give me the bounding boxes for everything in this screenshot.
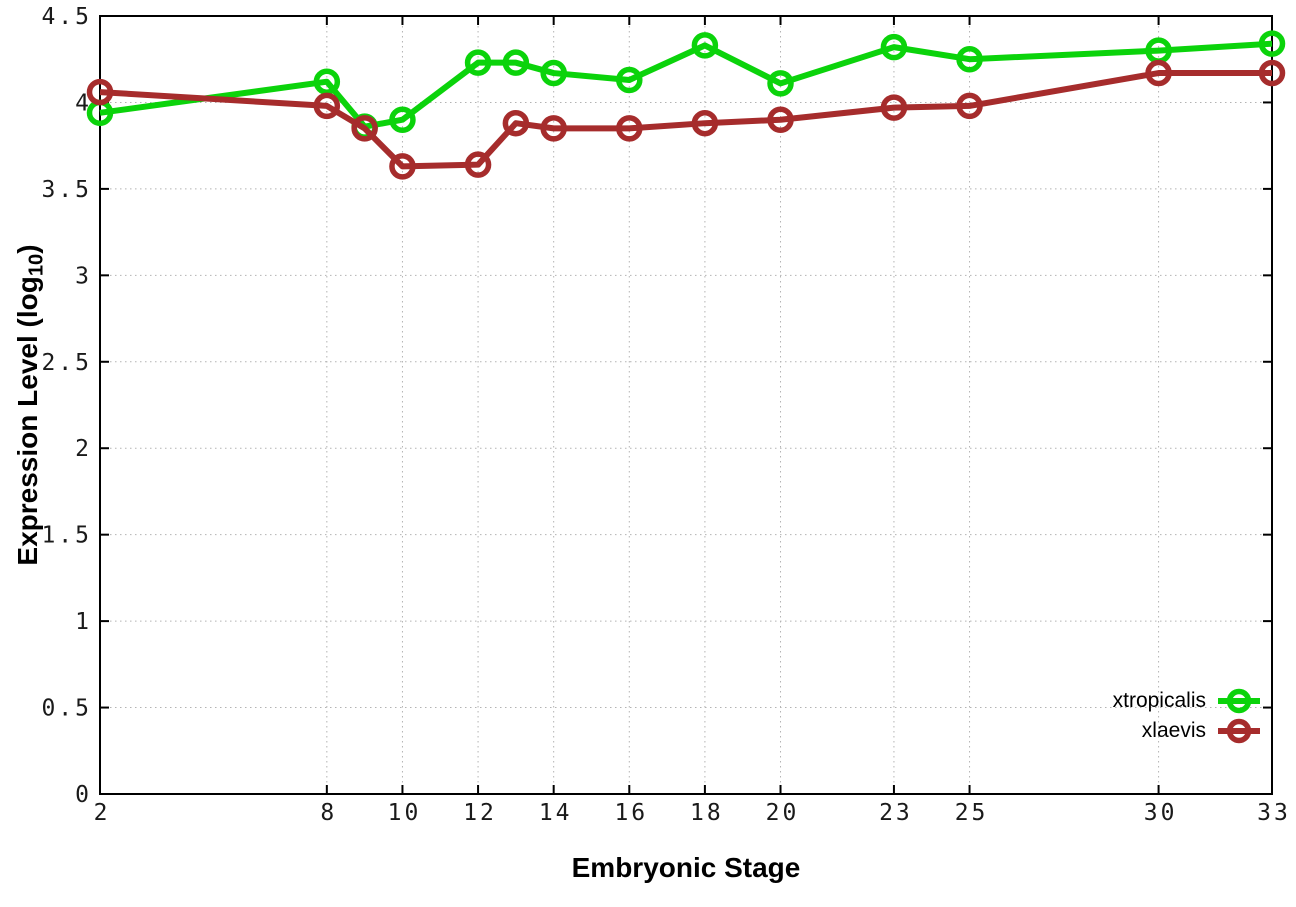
- data-point-xlaevis-stage-13: [502, 109, 530, 137]
- plot-border: [99, 15, 1273, 795]
- legend-item-xtropicalis: xtropicalis: [1113, 686, 1260, 716]
- y-tick-label: 2.5: [41, 350, 92, 376]
- data-point-xlaevis-stage-14: [540, 115, 567, 142]
- data-point-xlaevis-stage-18: [691, 109, 719, 137]
- y-tick-label: 4.5: [41, 4, 92, 30]
- data-point-xtropicalis-stage-25: [956, 45, 983, 73]
- data-point-xtropicalis-stage-18: [691, 32, 719, 59]
- x-tick-label: 14: [539, 800, 573, 826]
- x-tick-label: 12: [463, 800, 497, 826]
- x-tick-label: 33: [1257, 800, 1291, 826]
- data-point-xlaevis-stage-25: [956, 92, 983, 120]
- data-point-xlaevis-stage-33: [1258, 59, 1286, 87]
- y-tick-label: 1.5: [41, 523, 92, 549]
- data-point-xlaevis-stage-8: [313, 92, 341, 120]
- data-point-xlaevis-stage-2: [86, 78, 114, 106]
- y-axis-title-suffix: ): [12, 244, 43, 254]
- y-axis-title-text: Expression Level (log: [12, 276, 43, 566]
- data-point-xtropicalis-stage-8: [313, 68, 341, 95]
- data-point-xtropicalis-stage-14: [540, 59, 567, 87]
- legend-item-xlaevis: xlaevis: [1113, 716, 1260, 746]
- data-point-xlaevis-stage-9: [351, 115, 378, 142]
- x-tick-label: 23: [879, 800, 913, 826]
- y-tick-label: 4: [75, 90, 92, 116]
- y-tick-label: 2: [75, 436, 92, 462]
- data-point-xlaevis-stage-16: [616, 115, 643, 142]
- legend-marker-xtropicalis-icon: [1218, 688, 1260, 714]
- legend-label-xlaevis: xlaevis: [1141, 719, 1206, 742]
- data-point-xlaevis-stage-20: [767, 106, 794, 133]
- x-tick-label: 10: [388, 800, 422, 826]
- y-tick-label: 3: [75, 263, 92, 289]
- y-tick-label: 3.5: [41, 177, 92, 203]
- x-tick-label: 16: [614, 800, 648, 826]
- x-tick-label: 25: [955, 800, 989, 826]
- data-point-xlaevis-stage-30: [1145, 59, 1172, 87]
- data-point-xtropicalis-stage-23: [880, 33, 908, 61]
- y-tick-label: 0: [75, 782, 92, 808]
- data-point-xlaevis-stage-12: [464, 151, 492, 178]
- y-tick-label: 1: [75, 609, 92, 635]
- x-tick-label: 2: [94, 800, 111, 826]
- y-axis-title-subscript: 10: [25, 253, 48, 277]
- data-point-xtropicalis-stage-10: [389, 106, 416, 133]
- data-point-xtropicalis-stage-16: [616, 66, 643, 94]
- legend-label-xtropicalis: xtropicalis: [1112, 689, 1206, 712]
- legend: xtropicalis xlaevis: [1113, 686, 1260, 746]
- x-tick-label: 18: [690, 800, 724, 826]
- data-point-xtropicalis-stage-20: [767, 70, 794, 97]
- x-axis-title: Embryonic Stage: [571, 852, 801, 883]
- y-axis-title: Expression Level (log10): [12, 244, 49, 565]
- data-point-xlaevis-stage-10: [389, 153, 416, 180]
- x-tick-label: 8: [320, 800, 337, 826]
- data-point-xtropicalis-stage-13: [502, 49, 530, 76]
- data-point-xtropicalis-stage-12: [464, 49, 492, 76]
- y-tick-label: 0.5: [41, 696, 92, 722]
- legend-marker-xlaevis-icon: [1218, 718, 1260, 744]
- data-point-xtropicalis-stage-33: [1258, 30, 1286, 57]
- x-tick-label: 30: [1144, 800, 1178, 826]
- x-tick-label: 20: [766, 800, 800, 826]
- data-point-xlaevis-stage-23: [880, 94, 908, 121]
